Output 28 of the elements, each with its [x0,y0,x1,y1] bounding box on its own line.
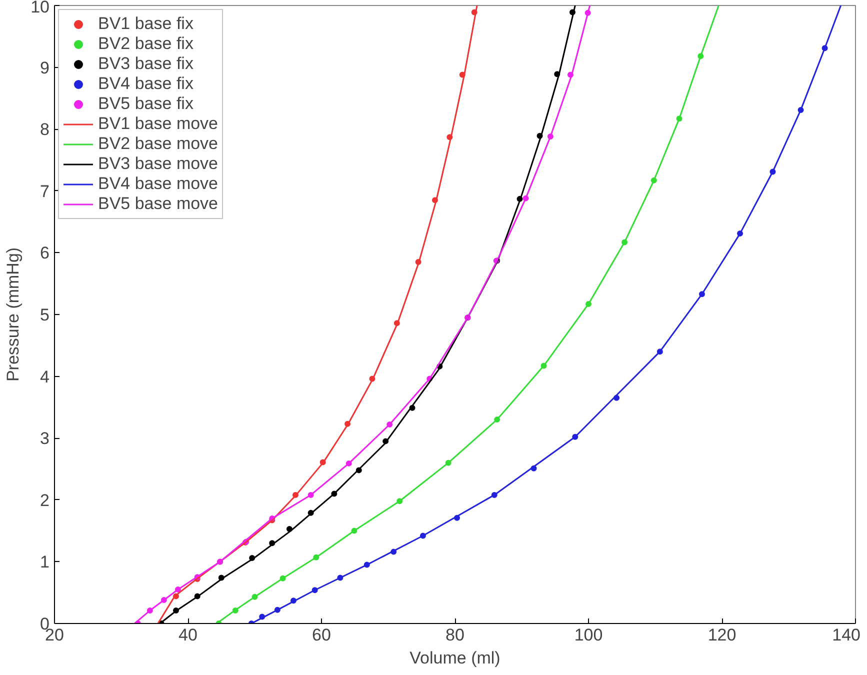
x-axis-title: Volume (ml) [410,648,500,668]
legend-label: BV4 base fix [98,74,194,94]
legend-label: BV1 base fix [98,14,194,34]
y-tick-label: 7 [40,182,50,201]
y-tick-label: 8 [40,120,50,140]
y-tick-label: 5 [40,306,50,324]
legend-label: BV2 base fix [98,34,194,54]
y-tick-label: 2 [40,490,50,510]
y-tick-label: 6 [40,244,50,263]
x-tick-label: 80 [446,626,464,644]
legend-label: BV3 base move [98,154,218,174]
y-tick-label: 4 [40,367,50,386]
y-tick-label: 9 [40,58,50,78]
legend-label: BV4 base move [98,174,218,194]
y-axis-title: Pressure (mmHg) [4,247,23,382]
x-tick-label: 120 [708,626,736,644]
y-tick-label: 10 [30,0,50,16]
legend-label: BV3 base fix [98,54,194,74]
legend-label: BV5 base move [98,194,218,214]
x-tick-label: 140 [832,626,861,644]
legend-label: BV5 base fix [98,94,194,114]
x-tick-label: 40 [178,626,198,644]
legend-label: BV1 base move [98,114,218,134]
y-tick-label: 3 [40,429,50,448]
legend-label: BV2 base move [98,134,218,154]
y-tick-label: 1 [40,552,50,572]
x-tick-label: 100 [574,626,603,644]
x-tick-label: 60 [312,626,331,644]
